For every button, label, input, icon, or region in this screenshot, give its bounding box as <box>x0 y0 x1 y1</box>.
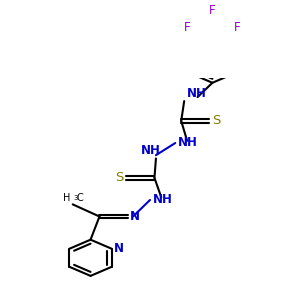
Text: F: F <box>209 4 216 17</box>
Text: N: N <box>114 242 124 255</box>
Text: N: N <box>130 210 140 223</box>
Text: F: F <box>184 21 191 34</box>
Text: 3: 3 <box>74 195 78 201</box>
Text: H: H <box>63 193 70 203</box>
Text: S: S <box>212 114 221 128</box>
Text: NH: NH <box>141 144 161 157</box>
Text: NH: NH <box>187 87 206 100</box>
Text: C: C <box>77 193 84 203</box>
Text: NH: NH <box>152 193 172 206</box>
Text: NH: NH <box>178 136 197 149</box>
Text: F: F <box>234 21 241 34</box>
Text: S: S <box>115 171 123 184</box>
